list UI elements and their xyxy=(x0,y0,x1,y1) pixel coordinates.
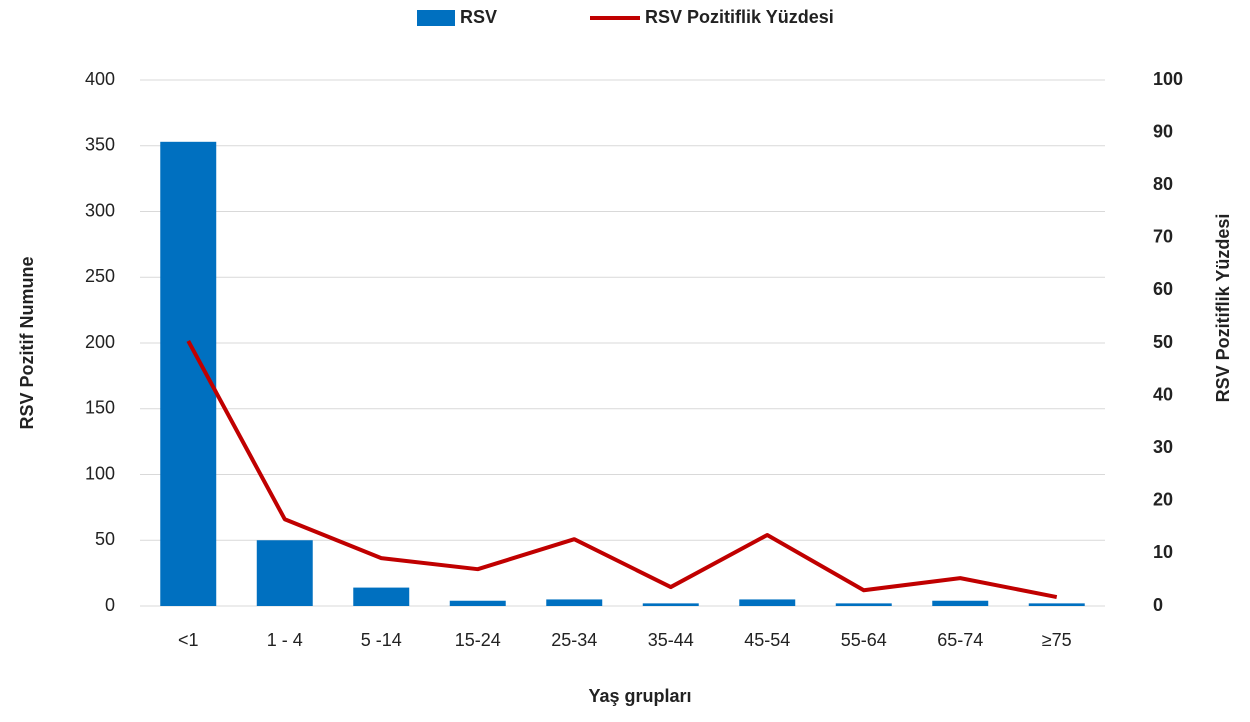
y-tick-label: 50 xyxy=(95,529,115,549)
y-tick-label: 0 xyxy=(105,595,115,615)
bar xyxy=(256,540,313,606)
bar xyxy=(835,603,892,606)
y2-tick-label: 70 xyxy=(1153,227,1173,247)
bar xyxy=(353,587,410,606)
y-tick-label: 100 xyxy=(85,463,115,483)
x-tick-label: 5 -14 xyxy=(361,630,402,650)
y2-tick-label: 80 xyxy=(1153,174,1173,194)
legend-label: RSV xyxy=(460,7,497,27)
bar xyxy=(932,600,989,606)
y-tick-label: 400 xyxy=(85,69,115,89)
y2-tick-label: 30 xyxy=(1153,437,1173,457)
line xyxy=(186,339,1058,600)
bar xyxy=(1028,603,1085,606)
y2-tick-label: 0 xyxy=(1153,595,1163,615)
y2-tick-label: 90 xyxy=(1153,121,1173,141)
x-tick-label: ≥75 xyxy=(1042,630,1072,650)
y-tick-label: 300 xyxy=(85,200,115,220)
y-axis-title: RSV Pozitif Numune xyxy=(17,256,37,429)
legend-swatch xyxy=(417,10,455,26)
x-tick-label: <1 xyxy=(178,630,199,650)
y-tick-label: 150 xyxy=(85,398,115,418)
y2-tick-label: 60 xyxy=(1153,279,1173,299)
bar xyxy=(739,599,796,606)
x-tick-label: 1 - 4 xyxy=(267,630,303,650)
bar xyxy=(449,600,506,606)
y2-tick-label: 40 xyxy=(1153,384,1173,404)
x-tick-label: 45-54 xyxy=(744,630,790,650)
y2-tick-label: 10 xyxy=(1153,542,1173,562)
y-tick-label: 350 xyxy=(85,135,115,155)
x-tick-label: 15-24 xyxy=(455,630,501,650)
x-tick-label: 35-44 xyxy=(648,630,694,650)
y2-tick-label: 100 xyxy=(1153,69,1183,89)
x-axis-title: Yaş grupları xyxy=(588,686,691,706)
x-tick-label: 25-34 xyxy=(551,630,597,650)
y2-tick-label: 20 xyxy=(1153,490,1173,510)
y2-tick-label: 50 xyxy=(1153,332,1173,352)
y-tick-label: 200 xyxy=(85,332,115,352)
x-tick-label: 55-64 xyxy=(841,630,887,650)
y-tick-label: 250 xyxy=(85,266,115,286)
legend-label: RSV Pozitiflik Yüzdesi xyxy=(645,7,834,27)
y2-axis-title: RSV Pozitiflik Yüzdesi xyxy=(1213,214,1233,403)
bar xyxy=(642,603,699,606)
x-tick-label: 65-74 xyxy=(937,630,983,650)
bar xyxy=(546,599,603,606)
